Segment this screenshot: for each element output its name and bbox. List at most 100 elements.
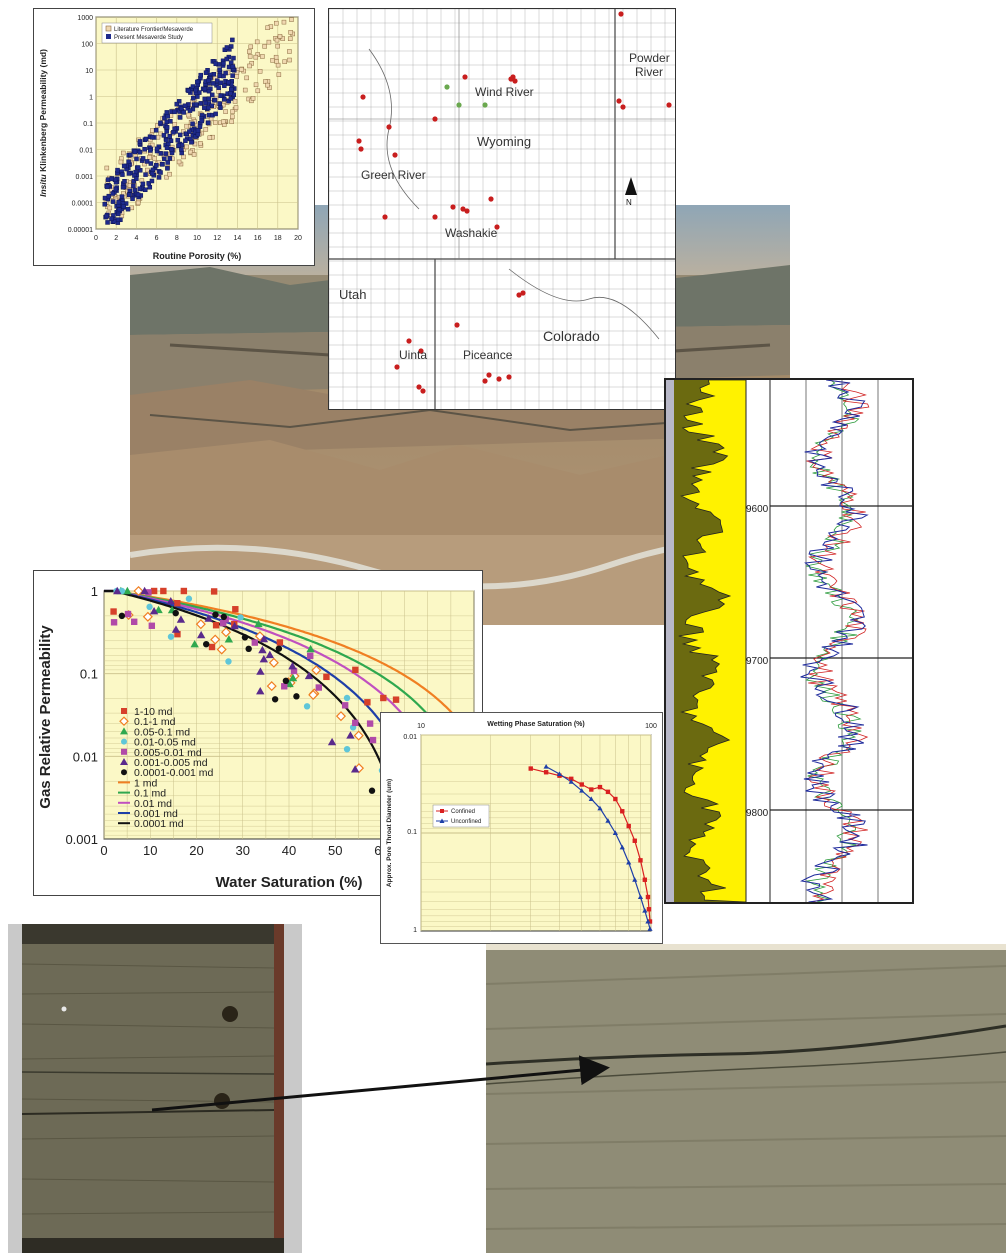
relperm-x-tick: 10 <box>143 843 157 858</box>
legend-literature-label: Literature Frontier/Mesaverde <box>114 27 194 33</box>
porosity-point <box>150 171 155 176</box>
porosity-x-tick: 8 <box>175 235 179 242</box>
porosity-point <box>174 101 180 107</box>
unconfined-point <box>579 788 585 793</box>
unconfined-point <box>597 805 603 811</box>
porosity-point <box>229 87 234 92</box>
porosity-point <box>161 133 167 138</box>
relperm-y-tick: 0.001 <box>65 832 98 847</box>
relperm-data-point <box>306 644 315 653</box>
legend-point-marker <box>120 758 128 765</box>
porosity-point <box>207 135 213 140</box>
unconfined-point <box>642 908 648 913</box>
relperm-data-point <box>230 621 239 630</box>
porosity-point <box>164 119 170 124</box>
porosity-point <box>191 152 197 157</box>
porosity-point <box>102 201 107 207</box>
relperm-data-point <box>142 611 153 622</box>
well-location-dot <box>482 378 488 384</box>
label-piceance: Piceance <box>463 348 513 362</box>
well-location-dot <box>488 196 494 202</box>
porosity-point <box>260 54 265 59</box>
porosity-point <box>226 64 232 70</box>
porosity-point <box>242 87 248 93</box>
relperm-data-point <box>148 622 156 629</box>
confined-point <box>632 838 637 843</box>
confined-point <box>620 809 625 814</box>
porosity-point <box>210 81 216 86</box>
porosity-point <box>255 88 261 94</box>
pore-chart-title: Wetting Phase Saturation (%) <box>487 721 585 728</box>
relperm-x-tick: 0 <box>100 843 107 858</box>
legend-point-marker <box>121 708 127 714</box>
relperm-legend-label: 0.01-0.05 md <box>134 737 196 749</box>
well-location-dot <box>516 292 522 298</box>
porosity-point <box>218 80 224 86</box>
porosity-x-tick: 20 <box>294 235 302 242</box>
relperm-data-point <box>346 731 355 739</box>
resistivity-curve-red <box>806 379 870 903</box>
porosity-point <box>176 159 182 165</box>
porosity-point <box>244 75 249 81</box>
porosity-point <box>132 149 138 154</box>
porosity-x-tick: 12 <box>213 235 221 242</box>
porosity-point <box>158 151 164 156</box>
porosity-point <box>162 156 167 162</box>
porosity-point <box>152 156 158 161</box>
porosity-point <box>206 88 212 94</box>
porosity-point <box>195 128 201 133</box>
relperm-data-point <box>149 607 159 615</box>
porosity-point <box>176 143 182 148</box>
pore-x-tick-100: 100 <box>645 723 657 730</box>
relperm-data-point <box>311 665 322 676</box>
well-location-dot <box>512 78 518 84</box>
well-location-dot <box>510 74 516 80</box>
porosity-point <box>159 162 165 167</box>
porosity-point <box>206 96 212 101</box>
well-location-dot <box>486 372 492 378</box>
relperm-data-point <box>166 596 175 605</box>
porosity-point <box>266 39 272 45</box>
porosity-point <box>106 193 112 199</box>
relperm-x-tick: 40 <box>282 843 296 858</box>
core-photo-image <box>8 924 302 1253</box>
relperm-data-point <box>225 658 232 665</box>
relperm-data-point <box>353 730 364 741</box>
well-location-dot <box>520 290 526 296</box>
porosity-y-tick: 0.1 <box>83 121 93 128</box>
porosity-point <box>105 220 110 225</box>
porosity-point <box>147 184 153 190</box>
relperm-data-point <box>352 719 359 727</box>
well-location-dot <box>460 206 466 212</box>
well-location-dot-green <box>482 102 488 108</box>
porosity-point <box>167 156 173 161</box>
porosity-point <box>195 94 200 99</box>
relperm-data-point <box>293 693 300 700</box>
relperm-data-point <box>364 699 371 706</box>
unconfined-point <box>605 818 611 823</box>
porosity-point <box>229 119 234 124</box>
relperm-x-axis-label: Water Saturation (%) <box>216 874 363 891</box>
relperm-legend-label: 0.01 md <box>134 798 172 810</box>
porosity-point <box>175 137 181 143</box>
porosity-point <box>172 122 177 127</box>
porosity-point <box>275 43 280 49</box>
unconfined-point <box>612 830 618 835</box>
porosity-x-tick: 14 <box>234 235 242 242</box>
log-left-margin <box>666 380 674 902</box>
resistivity-curve-blue <box>800 379 869 903</box>
porosity-point <box>265 82 270 88</box>
relperm-legend-label: 0.0001 md <box>134 818 184 830</box>
porosity-point <box>186 112 191 118</box>
porosity-point <box>137 186 143 191</box>
legend-point-marker <box>120 727 128 735</box>
porosity-point <box>134 156 139 162</box>
relperm-data-point <box>203 640 210 648</box>
unconfined-point <box>647 926 653 931</box>
porosity-x-tick: 0 <box>94 235 98 242</box>
relperm-data-point <box>150 587 158 595</box>
porosity-point <box>109 216 114 221</box>
confined-point <box>645 894 651 900</box>
porosity-point <box>126 159 131 165</box>
relperm-data-point <box>392 696 400 703</box>
